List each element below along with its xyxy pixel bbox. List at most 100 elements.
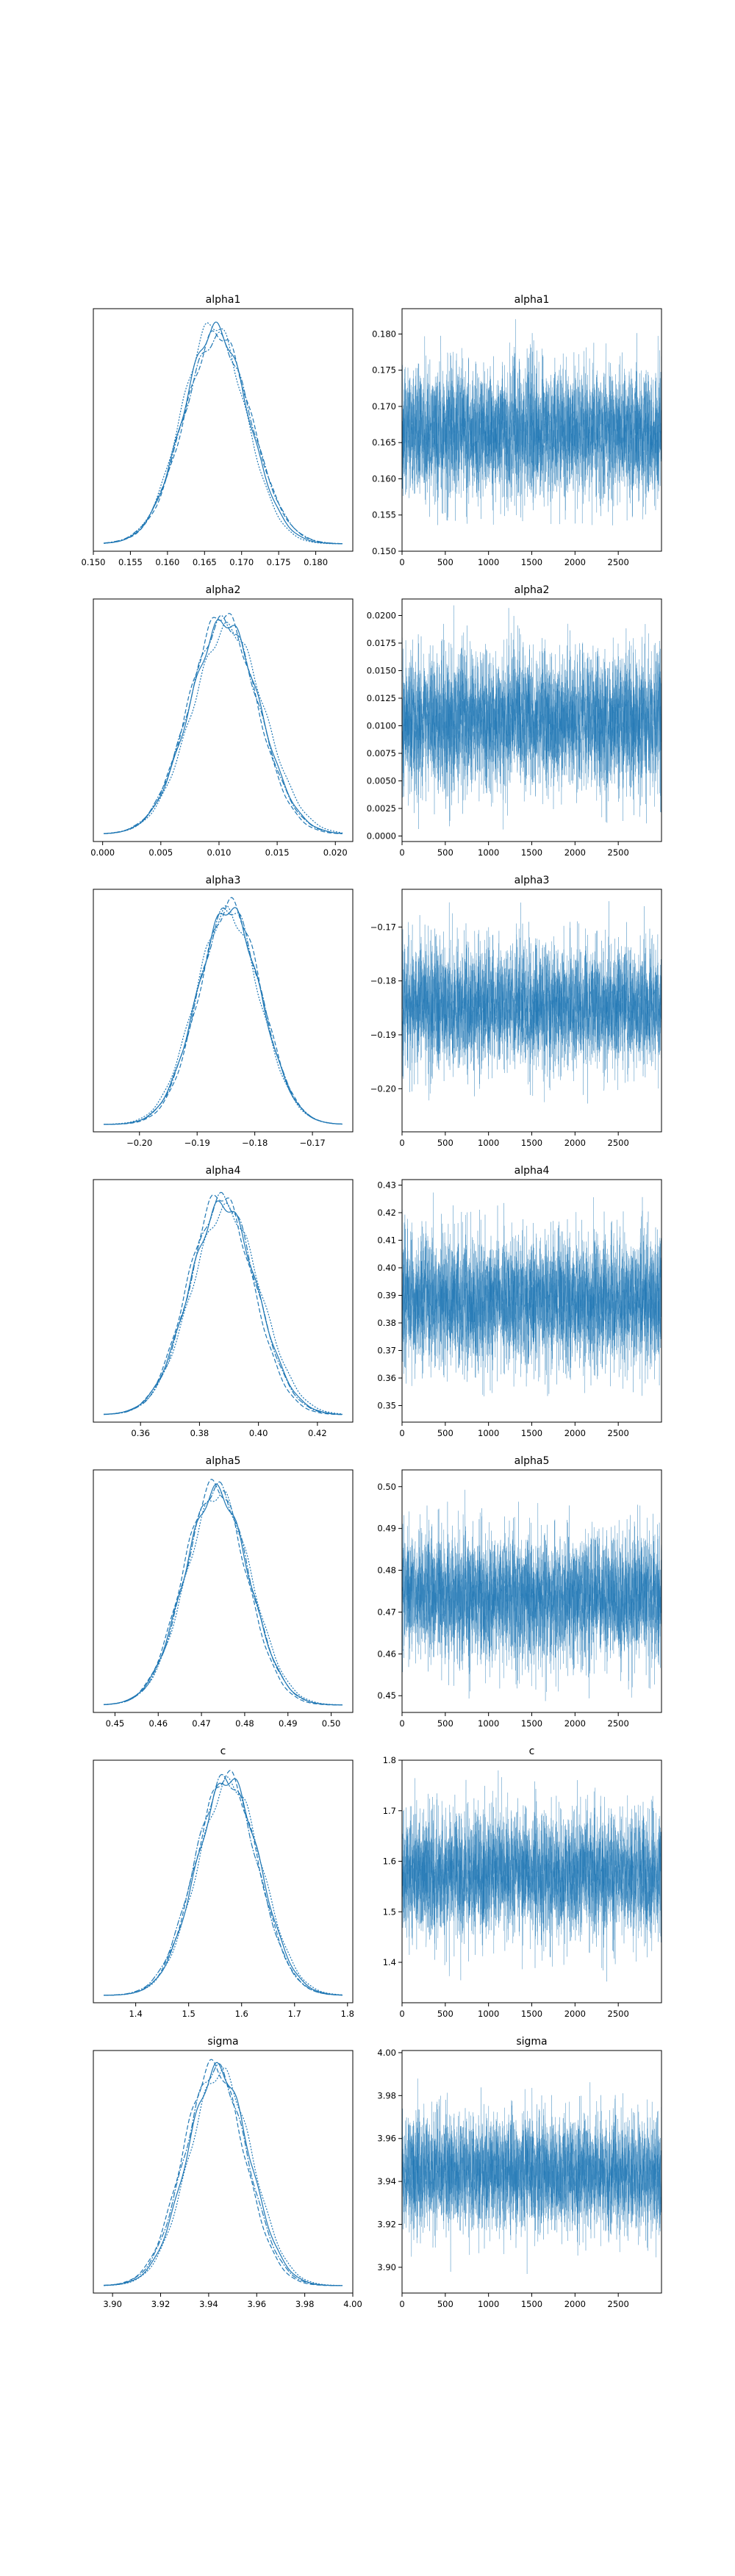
y-tick-label: 0.45 [377,1690,396,1701]
plot-data [104,1770,343,1996]
y-tick-label: 0.39 [377,1291,396,1301]
x-tick-label: 1000 [478,557,499,567]
x-tick-label: 0.40 [249,1428,268,1438]
trace-line [402,1777,662,1982]
x-tick-label: 500 [437,847,453,858]
y-tick-label: 0.35 [377,1401,396,1411]
plot-data [402,2078,662,2275]
y-tick-label: 0.0000 [367,831,396,842]
y-tick-label: −0.20 [370,1083,396,1094]
subplot-alpha2-density: alpha2 0.000 0.005 0.010 0.015 0.020 [90,584,354,858]
y-tick-label: 0.0025 [367,803,396,814]
density-curve [104,1200,343,1415]
x-tick-label: 0.150 [82,557,106,567]
axes-frame [93,1179,354,1423]
plot-data [402,319,662,525]
x-tick-label: 2500 [608,1718,629,1729]
y-tick-label: 3.98 [377,2090,396,2100]
subplot-alpha1-density: alpha1 0.150 0.155 0.160 0.165 0.170 0.175 0.18… [82,294,354,567]
y-tick-label: 0.180 [372,329,396,339]
y-tick-label: 0.175 [372,365,396,376]
density-curve [104,1481,343,1706]
y-tick-label: 0.50 [377,1482,396,1492]
x-tick-label: 0.160 [155,557,179,567]
x-tick-label: 1.7 [288,2009,301,2019]
plot-data [104,612,343,834]
plot-data [104,897,343,1125]
x-tick-label: 0.005 [148,847,173,858]
density-curve [104,330,343,545]
x-tick-label: 0.47 [192,1718,211,1729]
density-curve [104,905,343,1125]
y-tick-label: −0.17 [370,922,396,932]
x-tick-label: 4.00 [343,2299,362,2309]
subplot-title: alpha1 [514,294,550,306]
y-tick-label: 0.48 [377,1565,396,1576]
axes-frame [93,598,354,842]
y-tick-label: 3.96 [377,2134,396,2144]
trace-line [402,2089,662,2258]
subplot-title: alpha1 [206,294,241,306]
subplot-alpha2-trace: alpha2 0 500 1000 1500 2000 2500 0.0000 0.0025 0.… [367,584,662,858]
x-tick-label: 3.98 [295,2299,315,2309]
x-tick-label: 0.000 [90,847,115,858]
y-tick-label: 0.0100 [367,721,396,731]
x-tick-label: 0 [399,1138,404,1148]
y-tick-label: 0.42 [377,1208,396,1218]
subplot-alpha4-trace: alpha4 0 500 1000 1500 2000 2500 0.35 0.36 0.37 0.… [377,1165,662,1438]
density-curve [104,1490,343,1706]
x-tick-label: 1000 [478,1718,499,1729]
x-tick-label: 0.010 [207,847,231,858]
y-tick-label: 1.5 [383,1906,396,1917]
x-tick-label: 0.38 [190,1428,209,1438]
y-tick-label: 0.160 [372,473,396,484]
density-curve [104,907,343,1125]
density-curve [104,1483,343,1706]
subplot-sigma-density: sigma 3.90 3.92 3.94 3.96 3.98 4.00 [93,2036,362,2309]
x-tick-label: 3.90 [103,2299,122,2309]
y-tick-label: 0.49 [377,1524,396,1534]
x-tick-label: 1500 [521,847,542,858]
y-tick-label: 0.165 [372,437,396,448]
y-tick-label: 3.92 [377,2220,396,2230]
subplot-title: alpha3 [514,875,550,886]
y-tick-label: −0.18 [370,976,396,986]
y-tick-label: 3.90 [377,2262,396,2272]
x-tick-label: 2500 [608,557,629,567]
y-tick-label: 1.7 [383,1806,396,1816]
y-tick-label: 0.0125 [367,693,396,703]
x-tick-label: 1.8 [341,2009,354,2019]
x-tick-label: 2500 [608,847,629,858]
x-tick-label: 3.94 [199,2299,218,2309]
x-tick-label: 0.165 [193,557,217,567]
axes-frame [93,1759,354,2003]
x-tick-label: 0.48 [235,1718,254,1729]
y-tick-label: 0.36 [377,1373,396,1383]
y-tick-label: 4.00 [377,2048,396,2058]
y-tick-label: 0.0175 [367,638,396,648]
trace-line [402,1502,662,1692]
subplot-alpha5-trace: alpha5 0 500 1000 1500 2000 2500 0.45 0.46 0.47 0.… [377,1455,662,1729]
x-tick-label: −0.20 [126,1138,152,1148]
trace-line [402,628,662,823]
trace-line [402,1508,662,1701]
x-tick-label: 2000 [564,2299,586,2309]
x-tick-label: 3.96 [247,2299,266,2309]
density-curve [104,897,343,1125]
subplot-sigma-trace: sigma 0 500 1000 1500 2000 2500 3.90 3.92 3.94 3.9… [377,2036,662,2309]
subplot-title: alpha5 [206,1455,241,1467]
x-tick-label: 0.50 [322,1718,341,1729]
x-tick-label: 0.155 [118,557,143,567]
subplot-title: alpha4 [206,1165,241,1177]
trace-line [402,1196,662,1395]
y-tick-label: 0.170 [372,401,396,412]
x-tick-label: 1500 [521,2299,542,2309]
subplot-alpha3-density: alpha3 −0.20 −0.19 −0.18 −0.17 [93,875,354,1148]
subplot-title: alpha3 [206,875,241,886]
trace-line [402,340,662,525]
x-tick-label: 2500 [608,2009,629,2019]
density-curve [104,321,343,545]
x-tick-label: −0.17 [299,1138,325,1148]
axes-frame [93,1469,354,1713]
y-tick-label: −0.19 [370,1030,396,1040]
